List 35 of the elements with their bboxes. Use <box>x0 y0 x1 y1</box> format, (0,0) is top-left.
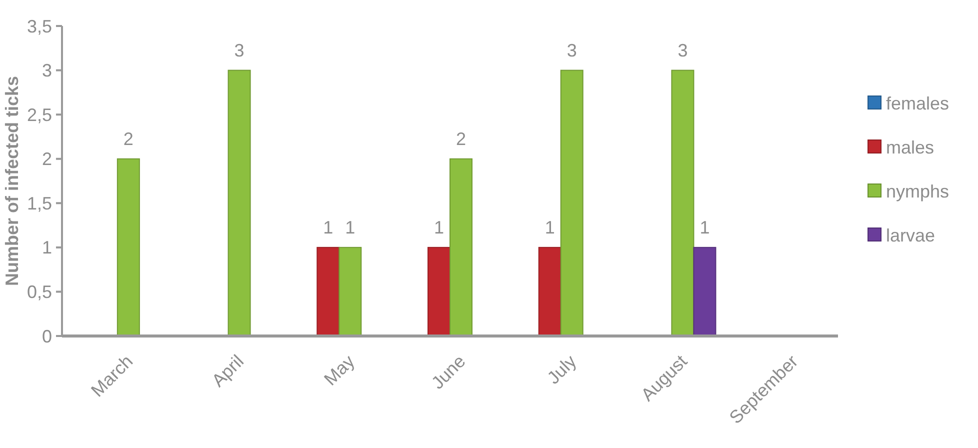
data-label: 3 <box>678 40 688 60</box>
bar <box>428 246 450 336</box>
legend-label: females <box>886 93 950 114</box>
data-label: 3 <box>234 40 244 60</box>
y-tick-label: 1,5 <box>26 193 52 214</box>
bar <box>671 70 694 336</box>
x-tick-label: May <box>320 351 358 390</box>
y-tick-label: 0 <box>42 326 52 346</box>
data-label: 1 <box>700 217 710 238</box>
y-tick-label: 0,5 <box>26 282 52 302</box>
data-label: 1 <box>544 217 555 238</box>
data-label: 3 <box>566 40 577 60</box>
bar <box>693 246 716 336</box>
bar <box>538 246 562 336</box>
y-tick-label: 2,5 <box>26 104 52 125</box>
data-label: 2 <box>123 128 134 149</box>
y-tick-label: 1 <box>42 238 52 258</box>
y-tick-label: 2 <box>42 149 52 170</box>
bar <box>450 158 472 336</box>
legend-label: nymphs <box>886 181 950 202</box>
bar <box>228 70 251 336</box>
data-label: 1 <box>345 217 356 238</box>
x-tick-label: July <box>543 351 580 388</box>
bar <box>560 70 584 336</box>
y-tick-label: 3,5 <box>26 16 52 36</box>
y-tick-label: 3 <box>42 60 52 81</box>
legend-label: larvae <box>886 225 936 246</box>
data-label: 2 <box>456 128 466 149</box>
bar <box>338 246 362 336</box>
bar <box>316 246 340 336</box>
data-label: 1 <box>434 217 444 238</box>
y-axis-title: Number of infected ticks <box>2 76 22 286</box>
legend-label: males <box>886 137 934 158</box>
data-label: 1 <box>323 217 334 238</box>
bar <box>116 158 140 336</box>
